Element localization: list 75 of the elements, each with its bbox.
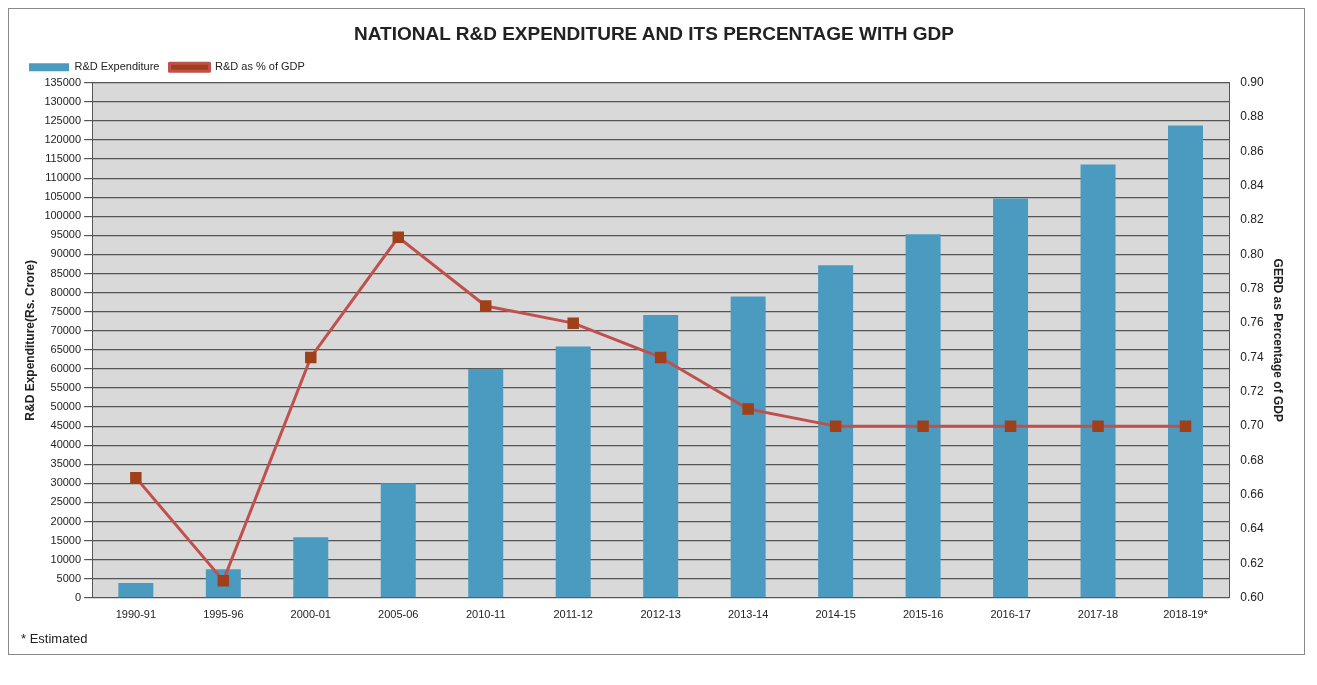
legend-label: R&D Expenditure: [74, 60, 160, 73]
y-tick-label: 50000: [50, 400, 82, 413]
y-tick-label: 120000: [44, 133, 82, 146]
x-tick-label: 2018-19*: [1163, 608, 1209, 621]
y2-tick-label: 0.78: [1240, 281, 1264, 296]
text: * Estimated: [20, 630, 89, 648]
bar: [818, 265, 854, 598]
x-tick-label: 2012-13: [640, 608, 681, 621]
bar: [1168, 125, 1203, 598]
y-tick-label: 85000: [50, 266, 82, 279]
y-tick-label: 60000: [50, 361, 82, 374]
y-axis-title: R&D Expenditure(Rs. Crore): [22, 259, 37, 421]
y2-tick-label: 0.88: [1240, 109, 1264, 124]
y-tick-label: 10000: [50, 552, 82, 565]
y-tick-label: 25000: [50, 495, 82, 508]
y-tick-label: 70000: [50, 323, 82, 336]
bar: [555, 346, 591, 598]
bar: [643, 315, 679, 598]
x-tick-label: 2013-14: [727, 608, 769, 621]
y2-tick-label: 0.76: [1240, 315, 1264, 330]
y2-tick-label: 0.62: [1240, 555, 1264, 570]
y-tick-label: 40000: [50, 438, 82, 451]
y-tick-label: 95000: [50, 228, 82, 241]
bar: [293, 537, 329, 598]
y-tick-label: 135000: [44, 75, 82, 88]
y2-tick-label: 0.72: [1240, 384, 1264, 399]
bar: [730, 296, 766, 598]
y-tick-label: 90000: [50, 247, 82, 260]
bar: [905, 234, 941, 598]
y-tick-label: 0: [74, 590, 82, 603]
y2-tick-label: 0.74: [1240, 349, 1264, 364]
y2-axis-title: GERD as Percentage of GDP: [1271, 258, 1286, 422]
y2-tick-label: 0.68: [1240, 452, 1264, 467]
bar: [118, 582, 154, 598]
y-tick-label: 130000: [44, 94, 82, 107]
y-tick-label: 80000: [50, 285, 82, 298]
y-tick-label: 35000: [50, 457, 82, 470]
y-tick-label: 75000: [50, 304, 82, 317]
y-tick-label: 5000: [56, 571, 82, 584]
x-tick-label: 2017-18: [1077, 608, 1119, 621]
x-tick-label: 2010-11: [465, 608, 506, 621]
x-tick-label: 2011-12: [553, 608, 593, 621]
bar: [380, 483, 416, 598]
y-tick-label: 100000: [44, 209, 82, 222]
y2-tick-label: 0.90: [1240, 75, 1264, 90]
y2-tick-label: 0.66: [1240, 487, 1264, 502]
chart-title: NATIONAL R&D EXPENDITURE AND ITS PERCENTAGE WITH GDP: [354, 22, 955, 44]
bar: [1080, 164, 1116, 598]
y2-tick-label: 0.70: [1240, 418, 1264, 433]
y-tick-label: 55000: [50, 381, 82, 394]
legend-label: R&D as % of GDP: [214, 60, 305, 73]
y-tick-label: 45000: [50, 419, 82, 432]
y-tick-label: 110000: [45, 171, 82, 184]
y-tick-label: 65000: [50, 342, 82, 355]
x-tick-label: 1990-91: [115, 608, 157, 621]
x-tick-label: 1995-96: [203, 608, 244, 621]
x-tick-label: 2005-06: [378, 608, 419, 621]
y2-tick-label: 0.64: [1240, 521, 1264, 536]
y-tick-label: 20000: [50, 514, 82, 527]
y2-tick-label: 0.82: [1240, 212, 1264, 227]
y-tick-label: 30000: [50, 476, 82, 489]
y2-tick-label: 0.86: [1240, 143, 1264, 158]
y2-tick-label: 0.84: [1240, 178, 1264, 193]
y-tick-label: 125000: [44, 113, 82, 126]
x-tick-label: 2014-15: [815, 608, 856, 621]
y-tick-label: 105000: [44, 190, 82, 203]
y2-tick-label: 0.60: [1240, 590, 1264, 605]
bar: [468, 368, 504, 598]
y-tick-label: 15000: [50, 533, 82, 546]
y-tick-label: 115000: [45, 152, 82, 165]
bar: [993, 198, 1029, 598]
x-tick-label: 2015-16: [902, 608, 944, 621]
x-tick-label: 2000-01: [290, 608, 331, 621]
y2-tick-label: 0.80: [1240, 246, 1264, 261]
x-tick-label: 2016-17: [990, 608, 1031, 621]
